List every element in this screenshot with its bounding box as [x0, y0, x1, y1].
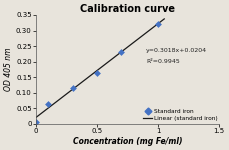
- Legend: Standard iron, Linear (standard iron): Standard iron, Linear (standard iron): [143, 109, 218, 121]
- Point: [34, 121, 38, 124]
- Point: [156, 23, 160, 26]
- Point: [95, 71, 99, 74]
- Text: y=0.3018x+0.0204: y=0.3018x+0.0204: [146, 48, 207, 53]
- Point: [46, 102, 50, 105]
- Title: Calibration curve: Calibration curve: [80, 4, 175, 14]
- Point: [71, 87, 74, 89]
- Point: [120, 51, 123, 54]
- Text: R²=0.9945: R²=0.9945: [146, 58, 180, 63]
- X-axis label: Concentration (mg Fe/ml): Concentration (mg Fe/ml): [73, 137, 182, 146]
- Y-axis label: OD 405 nm: OD 405 nm: [4, 48, 13, 91]
